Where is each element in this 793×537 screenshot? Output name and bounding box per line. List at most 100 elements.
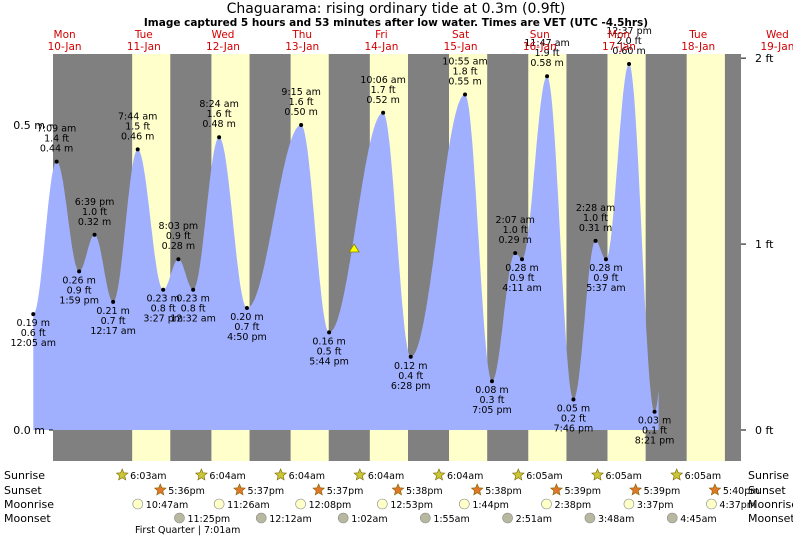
chart-subtitle: Image captured 5 hours and 53 minutes af…	[144, 17, 648, 29]
moonrise-time: 11:26am	[227, 500, 269, 511]
tide-label: 0.7 ft	[101, 316, 126, 327]
sunrise-icon	[353, 468, 367, 481]
tide-label: 7:44 am	[118, 111, 157, 122]
tide-point	[513, 251, 518, 256]
sunrise-icon	[432, 468, 446, 481]
tide-label: 0.05 m	[557, 404, 590, 415]
moonrise-row-label-right: Moonrise	[748, 498, 793, 511]
tide-label: 0.23 m	[146, 294, 179, 305]
tide-point	[408, 354, 413, 359]
tide-label: 0.7 ft	[234, 322, 259, 333]
moonset-time: 2:51am	[516, 514, 552, 525]
sunset-icon	[233, 483, 246, 496]
chart-title: Chaguarama: rising ordinary tide at 0.3m…	[227, 1, 566, 17]
sunset-row-label-left: Sunset	[4, 484, 42, 497]
tide-point	[92, 232, 97, 237]
moonset-icon	[666, 512, 678, 524]
tide-label: 0.26 m	[62, 275, 95, 286]
tide-label: 0.55 m	[448, 77, 481, 88]
moonrise-row-label-left: Moonrise	[4, 498, 54, 511]
tide-point	[545, 74, 550, 79]
tide-label: 6:28 pm	[391, 381, 431, 392]
tide-label: 0.32 m	[78, 217, 111, 228]
tide-point	[176, 257, 181, 262]
moonrise-icon	[377, 498, 388, 510]
sunrise-icon	[194, 468, 208, 481]
tide-point	[381, 110, 386, 115]
tide-label: 0.20 m	[230, 312, 263, 323]
moonset-icon	[584, 512, 596, 524]
day-date: 10-Jan	[48, 41, 82, 53]
tide-label: 0.60 m	[612, 46, 645, 57]
tide-label: 0.5 ft	[317, 346, 342, 357]
tide-label: 0.19 m	[17, 318, 50, 329]
tide-point	[217, 135, 222, 140]
tide-label: 8:24 am	[199, 99, 238, 110]
tide-label: 1.6 ft	[207, 109, 232, 120]
sunset-time: 5:40pm	[723, 486, 760, 497]
sunrise-row-label-left: Sunrise	[4, 469, 45, 482]
tide-label: 0.8 ft	[181, 304, 206, 315]
day-date: 16-Jan	[523, 41, 557, 53]
day-name: Mon	[54, 29, 76, 41]
moonset-icon	[174, 512, 185, 524]
day-name: Sat	[452, 29, 469, 41]
tide-label: 1.0 ft	[82, 207, 107, 218]
moonrise-time: 10:47am	[146, 500, 188, 511]
day-name: Fri	[375, 29, 388, 41]
tide-point	[135, 147, 140, 152]
tide-label: 12:37 pm	[606, 26, 652, 37]
moonset-time: 4:45am	[680, 514, 716, 525]
tide-label: 0.29 m	[498, 235, 531, 246]
moonrise-time: 4:37pm	[719, 500, 756, 511]
tide-label: 1.9 ft	[535, 48, 560, 59]
tide-label: 1.6 ft	[289, 97, 314, 108]
day-date: 13-Jan	[285, 41, 319, 53]
sunrise-icon	[670, 468, 684, 481]
tide-label: 4:11 am	[502, 283, 541, 294]
tide-label: 0.46 m	[121, 131, 154, 142]
moonrise-time: 1:44pm	[472, 500, 509, 511]
sunset-icon	[391, 483, 405, 496]
sunset-time: 5:37pm	[327, 486, 364, 497]
tide-point	[77, 269, 82, 274]
tide-label: 0.2 ft	[561, 414, 586, 425]
moonset-icon	[502, 512, 513, 524]
tide-point	[519, 257, 524, 262]
day-name: Tue	[688, 29, 707, 41]
moonset-icon	[420, 512, 431, 524]
tide-label: 1.4 ft	[44, 134, 69, 145]
moonrise-time: 2:38pm	[554, 500, 591, 511]
sun-moon-rows: Sunrise Sunrise 6:03am 6:04am 6:04am 6:04am 6:…	[4, 468, 793, 536]
moonrise-icon	[623, 498, 635, 510]
sunset-icon	[470, 483, 484, 496]
tide-label: 0.6 ft	[21, 328, 46, 339]
tide-label: 0.3 ft	[479, 395, 504, 406]
left-axis-tick-label: 0.5 m	[13, 119, 45, 132]
moonset-time: 12:12am	[269, 514, 311, 525]
day-name: Wed	[766, 29, 789, 41]
tide-label: 0.52 m	[366, 95, 399, 106]
moonset-row-label-left: Moonset	[4, 512, 51, 525]
moonrise-time: 12:08pm	[309, 500, 352, 511]
moonrise-time: 3:37pm	[637, 500, 674, 511]
tide-label: 0.4 ft	[398, 371, 423, 382]
tide-label: 7:09 am	[37, 124, 76, 135]
right-axis-tick-label: 0 ft	[755, 424, 774, 437]
moonrise-icon	[213, 498, 225, 510]
sunrise-icon	[511, 468, 525, 481]
sunrise-time: 6:04am	[447, 471, 483, 482]
date-header: Mon10-JanTue11-JanWed12-JanThu13-JanFri1…	[48, 29, 793, 53]
sunset-time: 5:37pm	[248, 486, 285, 497]
day-name: Sun	[530, 29, 550, 41]
sunrise-row-label-right: Sunrise	[748, 469, 789, 482]
tide-label: 0.03 m	[638, 416, 671, 427]
sunrise-time: 6:04am	[368, 471, 404, 482]
tide-label: 0.08 m	[475, 385, 508, 396]
moonset-time: 11:25pm	[187, 514, 230, 525]
tide-point	[54, 159, 59, 164]
day-date: 14-Jan	[364, 41, 398, 53]
tide-label: 1:59 pm	[59, 295, 99, 306]
tide-label: 12:05 am	[11, 338, 56, 349]
